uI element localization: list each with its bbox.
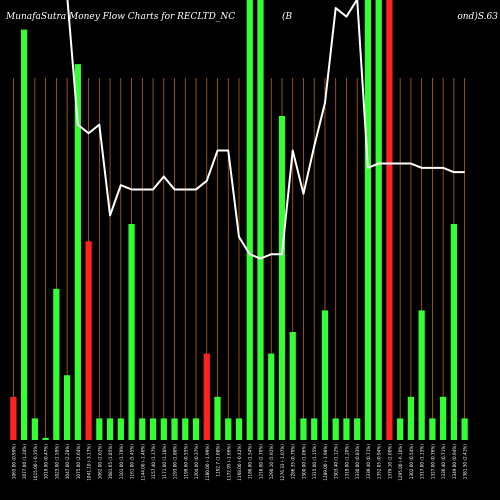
bar — [418, 310, 425, 440]
bar — [74, 64, 81, 440]
x-tick-label: 1015.00 (-0.35%) — [33, 444, 38, 481]
x-tick-label: 1171.00 (1.18%) — [162, 444, 167, 480]
bar — [31, 418, 38, 440]
bar — [106, 418, 114, 440]
bar — [440, 396, 447, 440]
money-flow-line-layer — [66, 0, 465, 260]
x-tick-label: 1157.40 (1.17%) — [151, 444, 156, 480]
bar-series — [10, 0, 468, 440]
x-tick-label: 1075.00 (2.64%) — [76, 444, 81, 480]
x-tick-label: 1303.40 (1.12%) — [334, 444, 339, 480]
x-tick-label: 1319.00 (1.20%) — [344, 444, 349, 480]
bar — [278, 116, 286, 440]
x-tick-label: 1199.60 (0.55%) — [183, 444, 188, 480]
x-tick-labels: 1065.00 (0.99%) 1077.00 (1.24%) 1015.00 (-… — [11, 444, 467, 481]
x-tick-label: 1317.00 (1.15%) — [420, 444, 425, 480]
x-tick-label: 1300.00 (1.06%) — [301, 444, 306, 480]
chart-title: MunafaSutra Money Flow Charts for RECLTD… — [6, 12, 236, 22]
bar — [53, 288, 60, 440]
x-tick-label: 1101.00 (1.79%) — [119, 444, 124, 480]
bar — [96, 418, 103, 440]
bar — [386, 0, 393, 440]
x-tick-label: 1286.35 (0.79%) — [291, 444, 296, 480]
x-tick-label: 1379.10 (2.00%) — [387, 444, 392, 480]
bar — [63, 375, 71, 440]
x-tick-label: 1186.00 (1.54%) — [248, 444, 253, 480]
x-tick-label: 1168.00 (-0.42%) — [237, 444, 242, 481]
bar — [354, 418, 361, 440]
x-tick-label: 1172.95 (-1.66%) — [226, 444, 231, 481]
x-tick-label: 1352.05 (0.94%) — [377, 444, 382, 480]
x-tick-label: 1081.65 (1.85%) — [108, 444, 113, 480]
bar — [300, 418, 307, 440]
x-tick-label: 1381.50 (2.41%) — [463, 444, 468, 480]
bar — [311, 418, 318, 440]
bar — [364, 0, 372, 440]
bar — [343, 418, 350, 440]
bar — [235, 418, 243, 440]
bar — [332, 418, 339, 440]
x-tick-label: 1295.00 (-6.10%) — [398, 444, 403, 481]
x-tick-label: 1180.00 (-1.99%) — [205, 444, 210, 481]
bar — [397, 418, 404, 440]
bar — [461, 418, 468, 440]
x-tick-label: 1330.00 (0.83%) — [355, 444, 360, 480]
bar — [257, 0, 264, 440]
chart-title-right: ond)S.63 — [457, 12, 498, 22]
x-tick-label: 1192.7 (1.08%) — [216, 444, 221, 477]
chart-title-mid: (B — [282, 12, 293, 22]
x-tick-label: 1077.00 (1.24%) — [22, 444, 27, 480]
x-tick-label: 1290.10 (5.92%) — [269, 444, 274, 480]
x-tick-label: 1144.00 (-1.46%) — [140, 444, 145, 481]
x-tick-label: 1062.00 (2.02%) — [97, 444, 102, 480]
bar — [429, 418, 436, 440]
x-tick-label: 1047.00 (2.28%) — [65, 444, 70, 480]
bar — [289, 332, 296, 440]
bar — [321, 310, 329, 440]
bar — [42, 437, 49, 440]
x-tick-label: 1204.00 (0.37%) — [194, 444, 199, 480]
bar — [149, 418, 157, 440]
bar — [139, 418, 146, 440]
bar — [246, 0, 253, 440]
x-tick-label: 1161.00 (5.45%) — [130, 444, 135, 480]
bar — [375, 0, 382, 440]
bar — [450, 224, 457, 440]
bar — [117, 418, 124, 440]
x-tick-label: 1349.00 (0.94%) — [452, 444, 457, 480]
bar — [10, 396, 17, 440]
bar — [203, 353, 210, 440]
bar — [171, 418, 178, 440]
bar — [192, 418, 200, 440]
x-tick-label: 1019.00 (0.47%) — [44, 444, 49, 480]
bar — [225, 418, 232, 440]
bar — [214, 396, 221, 440]
x-tick-label: 1339.40 (0.71%) — [366, 444, 371, 480]
bar — [160, 418, 167, 440]
x-tick-label: 1276.33 (-1.07%) — [280, 444, 285, 481]
bar — [407, 396, 415, 440]
x-tick-label: 1289.00 (-1.98%) — [323, 444, 328, 481]
x-tick-label: 1065.00 (0.99%) — [11, 444, 16, 480]
x-tick-label: 1302.00 (0.54%) — [409, 444, 414, 480]
bar — [21, 29, 28, 440]
x-tick-label: 1023.00 (1.59%) — [54, 444, 59, 480]
x-tick-label: 1041.10 (-3.17%) — [87, 444, 92, 481]
bar — [85, 241, 92, 440]
x-tick-label: 1336.40 (0.71%) — [441, 444, 446, 480]
x-tick-label: 1315.00 (1.15%) — [312, 444, 317, 480]
money-flow-line — [66, 0, 465, 260]
x-tick-label: 1193.00 (1.88%) — [173, 444, 178, 480]
grid-lines — [12, 78, 466, 440]
bar — [182, 418, 189, 440]
x-tick-label: 1218.00 (2.70%) — [258, 444, 263, 480]
x-tick-label: 1327.00 (0.76%) — [430, 444, 435, 480]
bar — [268, 353, 275, 440]
bar — [128, 224, 135, 440]
